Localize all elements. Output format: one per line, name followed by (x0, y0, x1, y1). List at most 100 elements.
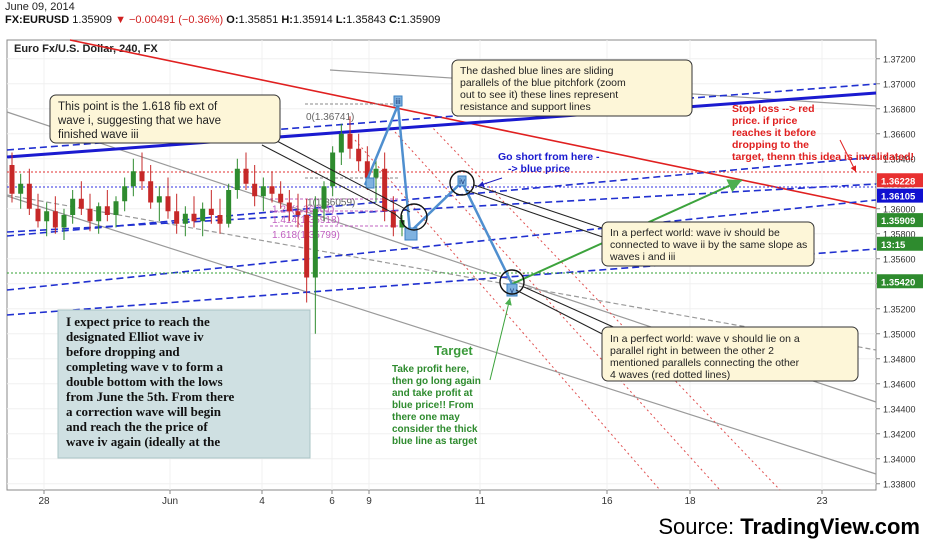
price-labels: 1.36228 1.36105 1.35909 13:15 1.35420 (877, 173, 923, 289)
y-tick-label: 1.35600 (883, 254, 916, 264)
candle-body (130, 171, 136, 187)
candle-body (122, 186, 128, 202)
y-tick-label: 1.34200 (883, 429, 916, 439)
candle-body (26, 183, 32, 209)
candle-body (35, 208, 41, 222)
callout-stop-loss: Stop loss --> red price. if price reaches … (732, 103, 914, 163)
candle-body (390, 211, 396, 228)
candle-body (78, 198, 84, 209)
candle-body (226, 190, 232, 224)
candle-body (234, 168, 240, 190)
callout-pointers (261, 139, 857, 381)
thick-blue-line (6, 91, 877, 159)
y-tick-label: 1.34000 (883, 454, 916, 464)
svg-text:This point is the 1.618 fib ex: This point is the 1.618 fib ext of wave i… (57, 101, 221, 141)
symbol-header: FX:EURUSD 1.35909 ▼ −0.00491 (−0.36%) O:… (5, 14, 440, 26)
candle-body (269, 186, 275, 194)
candle-body (61, 215, 67, 228)
candle-body (286, 202, 292, 212)
y-tick-label: 1.34800 (883, 354, 916, 364)
svg-text:Take profit here,then go long: Take profit here, then go long again and t… (392, 364, 481, 447)
candle-body (113, 201, 119, 215)
candle-body (9, 165, 15, 194)
candle-body (148, 181, 154, 203)
price-label-text: 1.35909 (881, 216, 915, 227)
candle-body (295, 211, 301, 215)
candle-body (338, 133, 344, 153)
candle-body (278, 193, 284, 203)
fib-label: 1.27(1.36001) (272, 205, 334, 216)
price-label-box (877, 173, 923, 188)
price-label-text: 1.36105 (881, 192, 916, 203)
candle-body (165, 196, 171, 212)
candle-body (208, 208, 214, 215)
x-tick-label: 16 (601, 496, 613, 507)
fib-label: 0(1.36741) (306, 112, 354, 123)
fib-label: 1(1.36059) (307, 197, 355, 208)
x-tick-label: 6 (329, 496, 335, 507)
symbol-name[interactable]: FX:EURUSD (5, 14, 70, 26)
candle-body (18, 183, 24, 194)
x-tick-label: 23 (816, 496, 828, 507)
candle-body (217, 215, 223, 224)
candle-body (260, 186, 266, 197)
svg-text:The dashed blue lines are slid: The dashed blue lines are sliding paralle… (460, 65, 626, 113)
y-tick-label: 1.34600 (883, 379, 916, 389)
price-label-box (877, 274, 923, 289)
price-label-box (877, 236, 923, 251)
candle-body (87, 208, 93, 222)
y-tick-label: 1.36400 (883, 154, 916, 164)
y-tick-label: 1.37200 (883, 54, 916, 64)
price-label-box (877, 213, 923, 228)
y-tick-label: 1.35000 (883, 329, 916, 339)
candle-body (252, 183, 258, 197)
candle-body (191, 213, 197, 222)
source-credit: Source: TradingView.com (658, 514, 920, 540)
close-value: 1.35909 (400, 14, 441, 26)
price-axis: 1.37200 1.37000 1.36800 1.36600 1.36400 1.362… (876, 54, 916, 489)
high-label: H: (281, 14, 293, 26)
chart-title: Euro Fx/U.S. Dollar, 240, FX (14, 43, 158, 55)
wave-label: v (510, 286, 514, 295)
candle-body (399, 220, 405, 228)
callout-wave-v: In a perfect world: wave v should lie on… (601, 326, 859, 382)
time-axis: 28 Jun 4 6 9 11 16 18 23 (38, 490, 828, 507)
price-label-text: 1.35420 (881, 277, 915, 288)
y-tick-label: 1.34400 (883, 404, 916, 414)
candle-body (182, 213, 188, 224)
close-label: C: (388, 14, 401, 26)
candle-body (156, 196, 162, 203)
candle-body (373, 168, 379, 178)
wave-labels: iii iv v (395, 97, 514, 295)
open-label: O: (226, 14, 239, 26)
candle-body (330, 152, 336, 187)
candle-body (356, 148, 362, 162)
callout-wave-iv: In a perfect world: wave iv should be con… (601, 221, 815, 267)
source-prefix: Source: (658, 514, 741, 539)
wave-markers (365, 95, 518, 297)
candle-body (44, 211, 50, 222)
x-tick-label: 18 (684, 496, 696, 507)
candle-body (96, 206, 102, 222)
callout-dashed-lines: The dashed blue lines are sliding paralle… (451, 59, 693, 117)
candle-body (243, 168, 249, 184)
candle-body (139, 171, 145, 182)
source-brand[interactable]: TradingView.com (740, 514, 920, 539)
candle-body (364, 161, 370, 178)
x-tick-label: 11 (475, 496, 486, 507)
y-tick-label: 1.36600 (883, 129, 916, 139)
candle-body (321, 186, 327, 209)
wave-label: iii (395, 97, 401, 106)
low-value: 1.35843 (346, 14, 386, 26)
svg-text:Go short from here --> blue pr: Go short from here --> blue price (498, 151, 600, 175)
candle-body (312, 208, 318, 278)
candle-body (382, 168, 388, 212)
candle-body (174, 211, 180, 224)
callout-target: Target Take profit here, then go long aga… (392, 343, 481, 447)
price-label-text: 1.36228 (881, 176, 915, 187)
candle-body (200, 208, 206, 222)
wave-label: iv (459, 177, 465, 186)
price-label-box (877, 188, 923, 203)
x-tick-label: 4 (259, 496, 265, 507)
